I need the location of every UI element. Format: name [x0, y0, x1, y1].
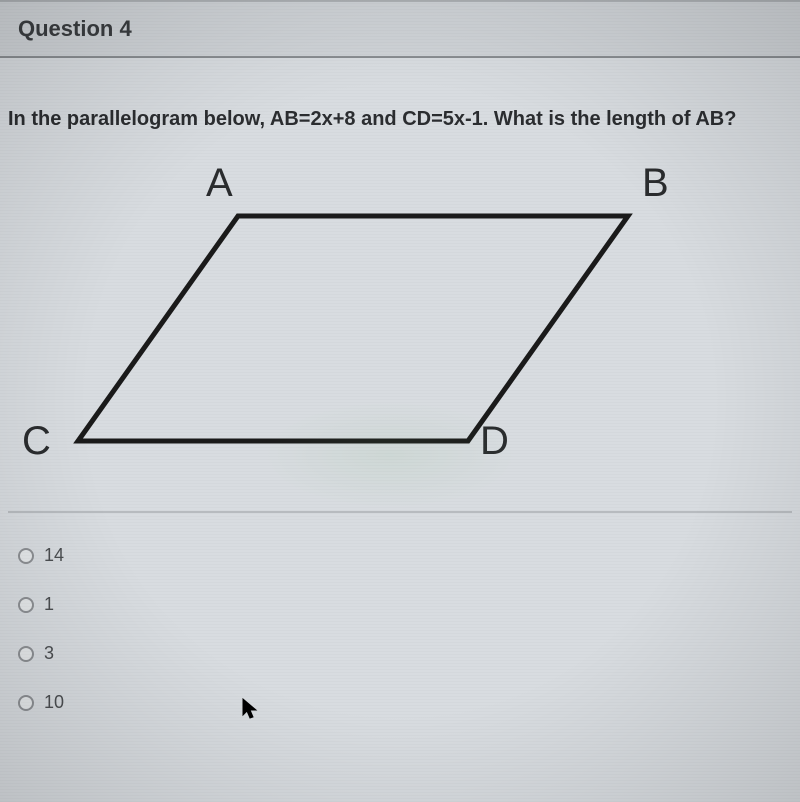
radio-icon[interactable]	[18, 695, 34, 711]
radio-icon[interactable]	[18, 646, 34, 662]
answer-options: 14 1 3 10	[8, 525, 792, 733]
parallelogram-shape	[78, 216, 628, 441]
option-label: 3	[44, 643, 54, 664]
option-label: 14	[44, 545, 64, 566]
vertex-label-d: D	[480, 419, 509, 464]
vertex-label-a: A	[206, 161, 233, 206]
radio-icon[interactable]	[18, 548, 34, 564]
cursor-icon	[242, 698, 260, 720]
option-row[interactable]: 10	[18, 678, 782, 727]
question-content: In the parallelogram below, AB=2x+8 and …	[0, 58, 800, 733]
vertex-label-c: C	[22, 419, 51, 464]
radio-icon[interactable]	[18, 597, 34, 613]
question-header: Question 4	[0, 0, 800, 58]
question-prompt: In the parallelogram below, AB=2x+8 and …	[8, 108, 792, 131]
parallelogram-svg	[8, 161, 708, 481]
option-row[interactable]: 14	[18, 531, 782, 580]
options-divider	[8, 511, 792, 513]
option-row[interactable]: 3	[18, 629, 782, 678]
parallelogram-diagram: A B C D	[8, 161, 708, 481]
question-title: Question 4	[18, 16, 782, 42]
option-row[interactable]: 1	[18, 580, 782, 629]
option-label: 10	[44, 692, 64, 713]
option-label: 1	[44, 594, 54, 615]
vertex-label-b: B	[642, 161, 669, 206]
